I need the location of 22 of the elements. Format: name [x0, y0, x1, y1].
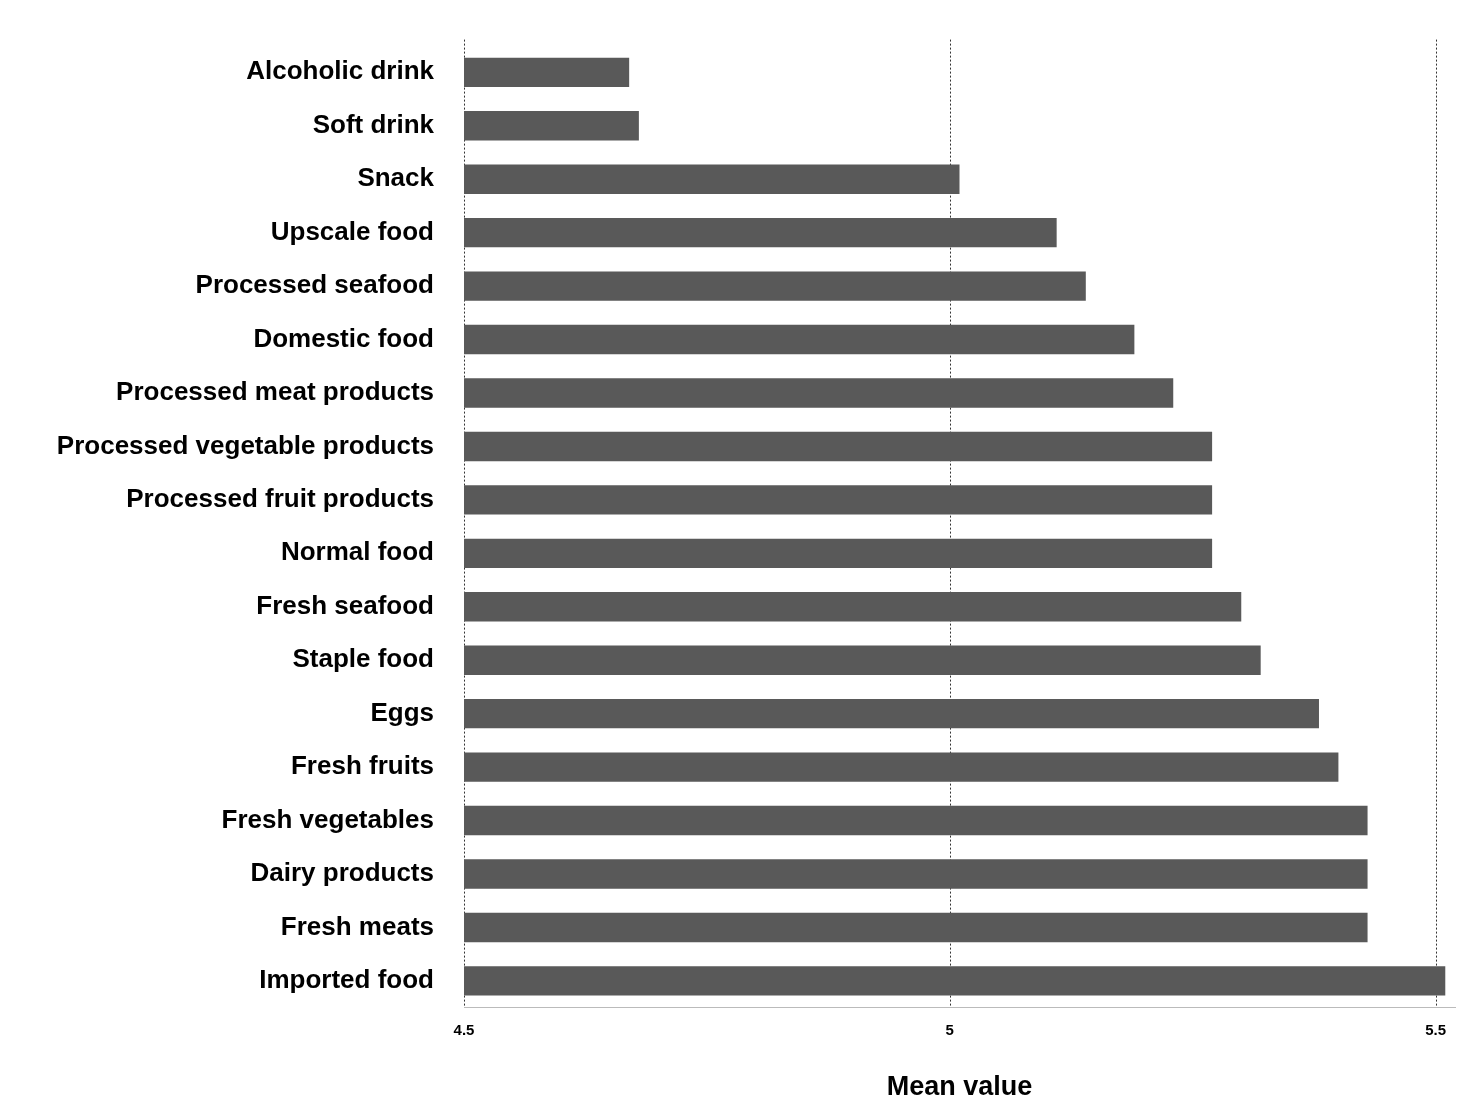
x-tick-label: 5	[945, 1020, 954, 1038]
y-tick-label: Processed seafood	[195, 269, 434, 300]
x-tick-label: 4.5	[453, 1020, 475, 1038]
y-tick-label: Fresh vegetables	[221, 803, 434, 834]
y-tick-label: Eggs	[370, 696, 434, 727]
y-tick-label: Processed vegetable products	[56, 429, 434, 460]
y-tick-label: Processed meat products	[116, 376, 434, 407]
y-tick-label: Fresh fruits	[290, 750, 434, 781]
y-tick-label: Staple food	[292, 643, 434, 674]
y-tick-label: Fresh meats	[280, 910, 434, 941]
y-tick-label: Domestic food	[253, 322, 434, 353]
y-tick-label: Normal food	[280, 536, 434, 567]
y-tick-label: Alcoholic drink	[246, 55, 435, 86]
x-tick-label: 5.5	[1425, 1020, 1446, 1038]
x-axis-title: Mean value	[886, 1071, 1033, 1102]
y-tick-label: Dairy products	[250, 857, 434, 888]
y-tick-label: Imported food	[259, 964, 434, 995]
y-tick-label: Upscale food	[270, 215, 434, 246]
y-tick-label: Processed fruit products	[126, 483, 434, 514]
y-tick-label: Fresh seafood	[256, 589, 434, 620]
y-tick-label: Soft drink	[312, 108, 435, 139]
y-tick-label: Snack	[357, 162, 435, 193]
